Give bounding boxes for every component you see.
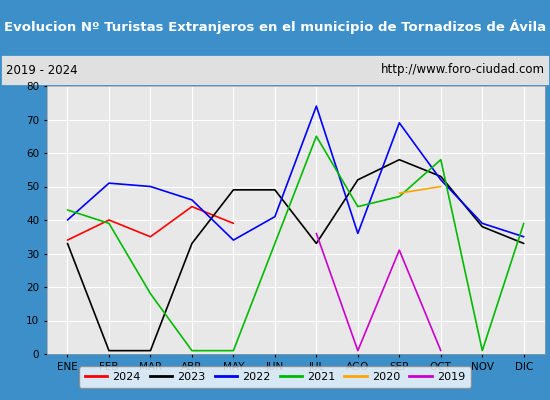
2024 bbox=[230, 221, 236, 226]
Line: 2020: 2020 bbox=[399, 186, 441, 193]
Line: 2023: 2023 bbox=[68, 160, 524, 351]
2022 bbox=[355, 231, 361, 236]
2023 bbox=[147, 348, 154, 353]
2021 bbox=[479, 348, 486, 353]
2019 bbox=[313, 231, 320, 236]
2022 bbox=[272, 214, 278, 219]
Text: http://www.foro-ciudad.com: http://www.foro-ciudad.com bbox=[381, 64, 544, 76]
Legend: 2024, 2023, 2022, 2021, 2020, 2019: 2024, 2023, 2022, 2021, 2020, 2019 bbox=[79, 366, 471, 388]
2024 bbox=[189, 204, 195, 209]
2021 bbox=[147, 291, 154, 296]
2019 bbox=[355, 348, 361, 353]
2022 bbox=[147, 184, 154, 189]
2021 bbox=[106, 221, 112, 226]
2023 bbox=[396, 157, 403, 162]
Line: 2024: 2024 bbox=[68, 206, 233, 240]
2023 bbox=[106, 348, 112, 353]
2022 bbox=[396, 120, 403, 125]
2023 bbox=[520, 241, 527, 246]
2023 bbox=[272, 188, 278, 192]
Text: Evolucion Nº Turistas Extranjeros en el municipio de Tornadizos de Ávila: Evolucion Nº Turistas Extranjeros en el … bbox=[4, 20, 546, 34]
2021 bbox=[355, 204, 361, 209]
2022 bbox=[437, 177, 444, 182]
2023 bbox=[189, 241, 195, 246]
2021 bbox=[520, 221, 527, 226]
2023 bbox=[230, 188, 236, 192]
Line: 2021: 2021 bbox=[68, 136, 524, 351]
2021 bbox=[437, 157, 444, 162]
2021 bbox=[313, 134, 320, 139]
2024 bbox=[64, 238, 71, 242]
2021 bbox=[64, 208, 71, 212]
2019 bbox=[396, 248, 403, 252]
2019 bbox=[437, 348, 444, 353]
2024 bbox=[106, 218, 112, 222]
2022 bbox=[64, 218, 71, 222]
Line: 2022: 2022 bbox=[68, 106, 524, 240]
2023 bbox=[64, 241, 71, 246]
2021 bbox=[396, 194, 403, 199]
2021 bbox=[189, 348, 195, 353]
2022 bbox=[230, 238, 236, 242]
Line: 2019: 2019 bbox=[316, 233, 441, 351]
2024 bbox=[147, 234, 154, 239]
2023 bbox=[313, 241, 320, 246]
2022 bbox=[313, 104, 320, 108]
2022 bbox=[479, 221, 486, 226]
2022 bbox=[520, 234, 527, 239]
2020 bbox=[396, 191, 403, 196]
2021 bbox=[230, 348, 236, 353]
2021 bbox=[272, 241, 278, 246]
2022 bbox=[106, 181, 112, 186]
2020 bbox=[437, 184, 444, 189]
2023 bbox=[437, 174, 444, 179]
2022 bbox=[189, 198, 195, 202]
2023 bbox=[355, 177, 361, 182]
Text: 2019 - 2024: 2019 - 2024 bbox=[6, 64, 77, 76]
2023 bbox=[479, 224, 486, 229]
